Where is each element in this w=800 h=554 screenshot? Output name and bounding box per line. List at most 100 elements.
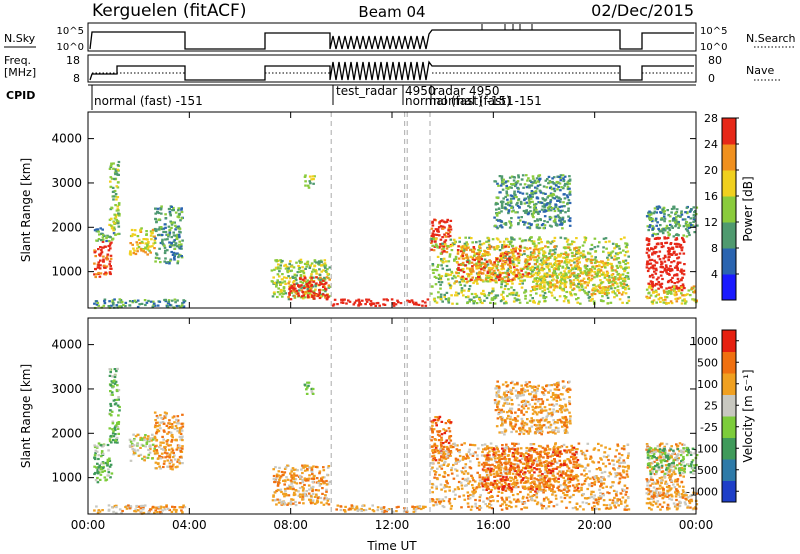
range-cell xyxy=(546,241,550,244)
range-cell xyxy=(685,221,689,224)
range-cell xyxy=(289,479,293,482)
range-cell xyxy=(482,242,486,245)
range-cell xyxy=(564,211,567,214)
range-cell xyxy=(298,266,301,269)
range-cell xyxy=(557,255,560,258)
range-cell xyxy=(159,441,162,444)
range-cell xyxy=(575,508,579,511)
range-cell xyxy=(489,267,492,270)
range-cell xyxy=(525,201,529,204)
range-cell xyxy=(536,184,540,187)
range-cell xyxy=(139,504,143,508)
range-cell xyxy=(101,233,105,236)
range-cell xyxy=(448,284,452,287)
range-cell xyxy=(154,212,157,215)
range-cell xyxy=(651,217,654,220)
range-cell xyxy=(540,275,544,278)
range-cell xyxy=(477,271,481,274)
range-cell xyxy=(116,196,120,199)
range-cell xyxy=(462,270,466,274)
range-cell xyxy=(144,445,147,448)
range-cell xyxy=(612,489,616,492)
range-cell xyxy=(651,248,655,251)
range-cell xyxy=(412,507,416,510)
freq-label: Freq. xyxy=(4,54,31,67)
range-cell xyxy=(444,274,448,277)
range-cell xyxy=(315,465,318,468)
range-cell xyxy=(276,281,280,284)
range-cell xyxy=(674,225,677,228)
range-cell xyxy=(619,277,623,280)
range-cell xyxy=(118,508,122,511)
range-cell xyxy=(500,283,503,286)
range-cell xyxy=(293,296,297,299)
range-cell xyxy=(443,295,446,298)
range-cell xyxy=(576,262,579,265)
range-cell xyxy=(470,505,474,508)
range-cell xyxy=(380,510,384,513)
range-cell xyxy=(563,285,567,288)
range-cell xyxy=(673,207,676,210)
range-cell xyxy=(279,283,283,286)
range-cell xyxy=(442,247,445,250)
range-cell xyxy=(315,282,318,285)
range-cell xyxy=(682,234,685,237)
range-cell xyxy=(568,193,572,196)
range-cell xyxy=(661,232,665,235)
range-cell xyxy=(305,265,308,268)
range-cell xyxy=(543,289,546,292)
range-cell xyxy=(449,421,453,424)
range-cell xyxy=(559,236,563,239)
range-cell xyxy=(287,282,290,285)
range-cell xyxy=(678,245,682,248)
range-cell xyxy=(166,305,170,308)
range-cell xyxy=(512,176,516,179)
range-cell xyxy=(431,430,434,433)
range-cell xyxy=(571,240,574,243)
range-cell xyxy=(522,209,526,213)
range-cell xyxy=(112,301,115,305)
range-cell xyxy=(178,429,182,432)
range-cell xyxy=(663,210,666,213)
range-cell xyxy=(483,294,487,297)
y-axis-label: Slant Range [km] xyxy=(19,158,33,262)
range-cell xyxy=(323,497,327,500)
range-cell xyxy=(174,425,178,428)
range-cell xyxy=(156,416,160,419)
range-cell xyxy=(658,237,661,240)
range-cell xyxy=(645,238,649,241)
range-cell xyxy=(169,220,172,223)
range-cell xyxy=(584,286,587,289)
range-cell xyxy=(512,481,516,484)
range-cell xyxy=(669,242,673,245)
range-cell xyxy=(578,246,581,249)
range-cell xyxy=(592,300,596,303)
range-cell xyxy=(174,301,177,304)
range-cell xyxy=(443,432,447,435)
range-cell xyxy=(534,202,538,206)
range-cell xyxy=(478,296,481,299)
range-cell xyxy=(650,288,654,291)
range-cell xyxy=(517,174,520,177)
range-cell xyxy=(513,269,517,272)
range-cell xyxy=(439,441,443,444)
range-cell xyxy=(440,259,443,262)
range-cell xyxy=(275,283,278,286)
range-cell xyxy=(671,276,674,279)
range-cell xyxy=(117,202,121,205)
range-cell xyxy=(561,266,564,269)
colorbar-label: Power [dB] xyxy=(741,176,755,241)
range-cell xyxy=(543,220,546,223)
range-cell xyxy=(282,500,286,503)
range-cell xyxy=(114,170,118,173)
range-cell xyxy=(575,246,578,249)
range-cell xyxy=(563,237,567,240)
range-cell xyxy=(108,167,112,170)
range-cell xyxy=(502,297,505,301)
range-cell xyxy=(164,238,167,241)
range-cell xyxy=(159,261,162,264)
range-cell xyxy=(567,271,571,274)
range-cell xyxy=(616,253,619,256)
range-cell xyxy=(557,216,561,219)
range-cell xyxy=(180,208,183,211)
